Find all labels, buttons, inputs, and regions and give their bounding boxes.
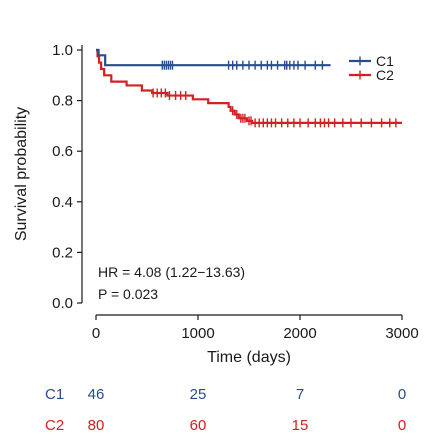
risk-row-label: C1 <box>45 386 64 403</box>
hazard-ratio-annotation: HR = 4.08 (1.22−13.63) <box>98 264 245 280</box>
y-tick-label: 0.6 <box>52 143 73 160</box>
legend-label: C2 <box>376 67 394 83</box>
survival-line-c1 <box>96 48 331 67</box>
risk-count: 46 <box>88 386 105 403</box>
x-ticks: 0 1000 2000 3000 <box>92 315 419 342</box>
risk-count: 0 <box>398 417 406 434</box>
x-tick-label: 3000 <box>385 325 418 342</box>
series-c1 <box>96 48 331 70</box>
y-tick-label: 0.4 <box>52 194 73 211</box>
survival-curves <box>96 48 402 128</box>
risk-table: C1 46 25 7 0 C2 80 60 15 0 <box>45 386 406 434</box>
y-ticks: 0.0 0.2 0.4 0.6 0.8 1.0 <box>52 42 82 312</box>
y-axis-title: Survival probability <box>13 107 30 241</box>
risk-count: 80 <box>88 417 105 434</box>
x-axis-title: Time (days) <box>207 349 291 366</box>
x-tick-label: 2000 <box>283 325 316 342</box>
x-tick-label: 0 <box>92 325 100 342</box>
y-tick-label: 0.2 <box>52 244 73 261</box>
series-c2 <box>96 48 402 128</box>
p-value-annotation: P = 0.023 <box>98 286 158 302</box>
survival-line-c2 <box>96 48 402 124</box>
axes <box>81 45 402 316</box>
y-tick-label: 0.0 <box>52 295 73 312</box>
risk-row-label: C2 <box>45 417 64 434</box>
legend-label: C1 <box>376 53 394 69</box>
y-tick-label: 1.0 <box>52 42 73 59</box>
risk-count: 7 <box>296 386 304 403</box>
x-tick-label: 1000 <box>181 325 214 342</box>
risk-count: 15 <box>292 417 309 434</box>
risk-count: 25 <box>190 386 207 403</box>
risk-count: 0 <box>398 386 406 403</box>
risk-count: 60 <box>190 417 207 434</box>
y-tick-label: 0.8 <box>52 93 73 110</box>
